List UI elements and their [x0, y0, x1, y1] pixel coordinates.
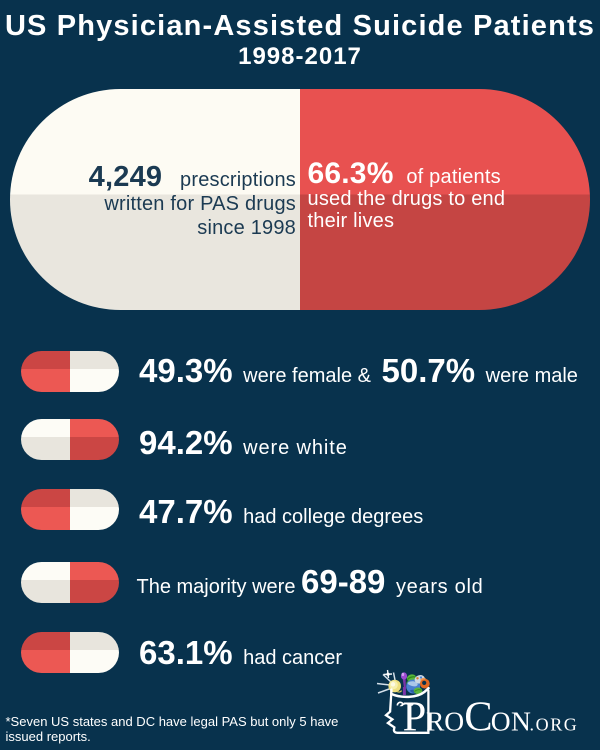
svg-text:O: O [444, 705, 464, 736]
svg-text:.ORG: .ORG [530, 714, 579, 734]
svg-text:R: R [426, 705, 445, 736]
svg-text:O: O [491, 705, 511, 736]
svg-text:P: P [403, 693, 427, 740]
svg-text:N: N [511, 705, 531, 736]
svg-text:C: C [464, 693, 492, 740]
